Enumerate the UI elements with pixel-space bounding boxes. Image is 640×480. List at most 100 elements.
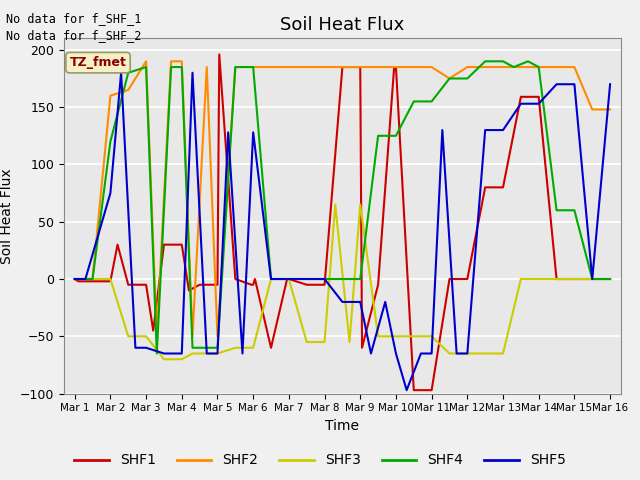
SHF4 [178, 64, 186, 70]
SHF4 [481, 59, 489, 64]
SHF2 [606, 107, 614, 112]
SHF2 [178, 59, 186, 64]
SHF1 [106, 278, 114, 284]
SHF1 [374, 282, 382, 288]
SHF1 [321, 282, 328, 288]
SHF3 [606, 276, 614, 282]
SHF3 [374, 334, 382, 339]
SHF2 [71, 276, 79, 282]
SHF3 [321, 339, 328, 345]
SHF5 [189, 70, 196, 76]
SHF2 [517, 64, 525, 70]
SHF5 [132, 345, 140, 351]
SHF2 [285, 64, 292, 70]
SHF1 [124, 282, 132, 288]
SHF4 [588, 276, 596, 282]
SHF4 [167, 64, 175, 70]
SHF5 [606, 81, 614, 87]
SHF4 [356, 276, 364, 282]
SHF1 [251, 276, 259, 282]
SHF1 [356, 64, 364, 70]
SHF2 [321, 64, 328, 70]
SHF1 [285, 276, 292, 282]
SHF5 [403, 387, 410, 393]
SHF2 [410, 64, 418, 70]
SHF3 [71, 276, 79, 282]
SHF4 [445, 76, 453, 82]
SHF2 [142, 59, 150, 64]
SHF1 [185, 288, 193, 293]
SHF1 [232, 276, 239, 282]
SHF5 [452, 350, 460, 356]
SHF1 [606, 276, 614, 282]
SHF5 [267, 276, 275, 282]
SHF4 [250, 64, 257, 70]
SHF4 [374, 133, 382, 139]
SHF4 [535, 64, 543, 70]
SHF5 [225, 130, 232, 135]
SHF5 [570, 81, 578, 87]
SHF3 [481, 350, 489, 356]
SHF1 [428, 387, 435, 393]
SHF4 [463, 76, 471, 82]
SHF2 [570, 64, 578, 70]
SHF2 [232, 64, 239, 70]
Line: SHF1: SHF1 [75, 54, 610, 390]
SHF4 [232, 64, 239, 70]
SHF1 [178, 242, 186, 248]
Text: No data for f_SHF_1: No data for f_SHF_1 [6, 12, 142, 25]
SHF1 [570, 276, 578, 282]
SHF5 [381, 299, 389, 305]
SHF3 [160, 356, 168, 362]
SHF1 [517, 94, 525, 100]
SHF5 [339, 299, 346, 305]
SHF1 [114, 242, 122, 248]
Line: SHF2: SHF2 [75, 61, 610, 336]
SHF4 [428, 98, 435, 104]
SHF4 [553, 207, 561, 213]
SHF3 [189, 350, 196, 356]
SHF3 [332, 202, 339, 207]
SHF5 [142, 345, 150, 351]
SHF3 [285, 276, 292, 282]
SHF3 [303, 339, 310, 345]
SHF1 [89, 278, 97, 284]
Text: No data for f_SHF_2: No data for f_SHF_2 [6, 29, 142, 42]
SHF4 [499, 59, 507, 64]
SHF5 [117, 70, 125, 76]
SHF1 [445, 276, 453, 282]
SHF5 [553, 81, 561, 87]
SHF3 [588, 276, 596, 282]
SHF4 [267, 276, 275, 282]
Title: Soil Heat Flux: Soil Heat Flux [280, 16, 404, 34]
SHF3 [570, 276, 578, 282]
SHF5 [203, 350, 211, 356]
SHF3 [267, 276, 275, 282]
SHF3 [89, 276, 97, 282]
SHF4 [203, 345, 211, 351]
SHF1 [248, 282, 255, 288]
SHF3 [232, 345, 239, 351]
SHF2 [374, 64, 382, 70]
SHF2 [553, 64, 561, 70]
SHF1 [284, 276, 291, 282]
SHF1 [267, 345, 275, 351]
SHF5 [356, 299, 364, 305]
SHF3 [499, 350, 507, 356]
SHF2 [535, 64, 543, 70]
SHF1 [207, 282, 214, 288]
SHF2 [481, 64, 489, 70]
SHF5 [106, 190, 114, 196]
SHF2 [167, 59, 175, 64]
SHF5 [517, 101, 525, 107]
SHF2 [499, 64, 507, 70]
SHF1 [303, 282, 310, 288]
SHF3 [124, 334, 132, 339]
SHF5 [178, 350, 186, 356]
Text: TZ_fmet: TZ_fmet [70, 56, 127, 69]
SHF1 [74, 278, 82, 284]
SHF2 [392, 64, 400, 70]
SHF4 [71, 276, 79, 282]
SHF2 [203, 64, 211, 70]
SHF3 [106, 276, 114, 282]
